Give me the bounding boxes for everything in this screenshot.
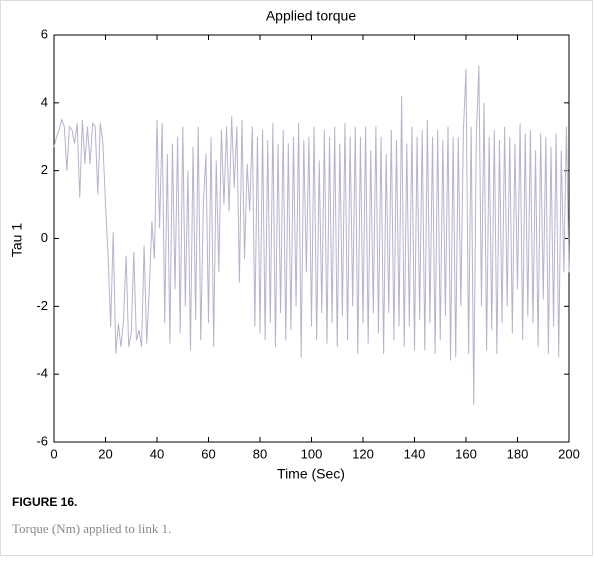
y-tick-label: 4 (41, 94, 48, 109)
x-axis-label: Time (Sec) (277, 466, 345, 482)
y-tick-label: 6 (41, 26, 48, 41)
data-line (53, 65, 570, 405)
chart-title: Applied torque (266, 8, 357, 24)
y-tick-label: -2 (36, 298, 48, 313)
y-tick-label: -6 (36, 433, 48, 448)
x-tick-label: 200 (558, 446, 580, 461)
figure-label: FIGURE 16. (12, 495, 77, 509)
figure-caption: Torque (Nm) applied to link 1. (12, 521, 171, 536)
x-tick-label: 160 (455, 446, 477, 461)
y-tick-label: -4 (36, 366, 48, 381)
x-tick-label: 40 (150, 446, 164, 461)
x-tick-label: 80 (253, 446, 267, 461)
x-tick-label: 140 (404, 446, 426, 461)
y-tick-label: 0 (41, 230, 48, 245)
x-tick-label: 100 (301, 446, 323, 461)
y-axis-label: Tau 1 (9, 223, 25, 257)
y-tick-label: 2 (41, 162, 48, 177)
x-tick-label: 120 (352, 446, 374, 461)
x-tick-label: 180 (507, 446, 529, 461)
x-tick-label: 20 (98, 446, 112, 461)
x-tick-label: 0 (50, 446, 57, 461)
x-tick-label: 60 (201, 446, 215, 461)
